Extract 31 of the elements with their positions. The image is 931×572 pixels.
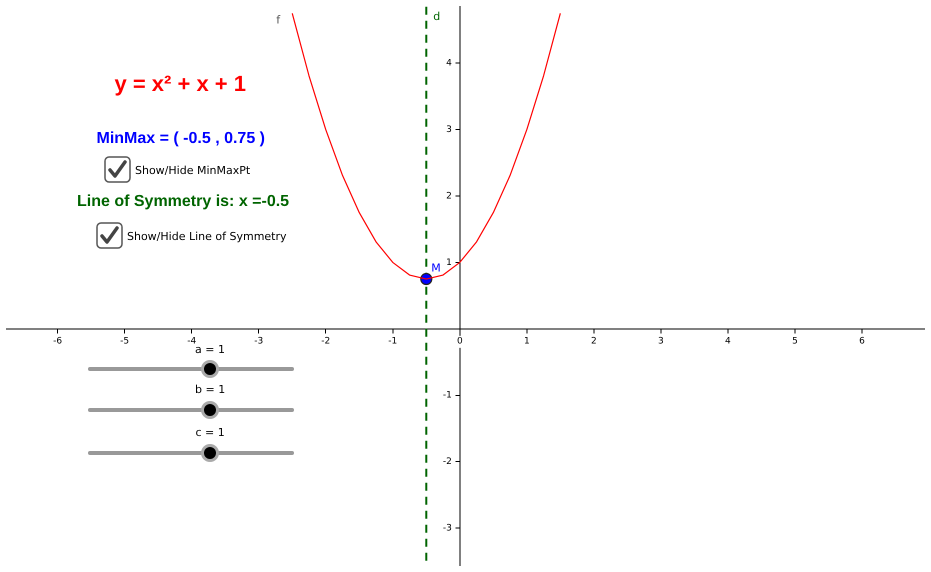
y-tick-label: 4 xyxy=(446,58,452,68)
x-tick-label: -5 xyxy=(120,336,130,347)
x-tick-label: 0 xyxy=(456,336,463,347)
x-tick-label: 4 xyxy=(725,336,732,347)
annotation: Show/Hide Line of Symmetry xyxy=(127,230,287,242)
y-tick-label: 2 xyxy=(446,191,452,202)
y-tick-label: 3 xyxy=(446,124,452,135)
x-tick-label: -2 xyxy=(321,336,330,347)
x-tick-label: -6 xyxy=(53,336,62,347)
x-tick-label: 5 xyxy=(792,336,798,347)
x-tick-label: -1 xyxy=(388,336,398,347)
series-label: M xyxy=(431,261,441,274)
y-tick-label: 1 xyxy=(446,258,452,268)
annotation: b = 1 xyxy=(195,382,226,396)
x-tick-label: 3 xyxy=(658,336,664,347)
x-tick-label: -3 xyxy=(254,336,264,347)
annotation: y = x² + x + 1 xyxy=(114,71,246,97)
annotation: Show/Hide MinMaxPt xyxy=(135,164,250,176)
x-tick-label: 1 xyxy=(524,336,530,347)
ref-line-label: d xyxy=(433,10,440,24)
y-tick-label: -2 xyxy=(442,457,452,468)
x-tick-label: 2 xyxy=(590,336,597,347)
annotation: MinMax = ( -0.5 , 0.75 ) xyxy=(96,130,265,148)
annotation: c = 1 xyxy=(196,426,225,438)
x-tick-label: 6 xyxy=(859,336,866,347)
annotation: a = 1 xyxy=(195,342,225,356)
y-tick-label: -3 xyxy=(442,523,452,534)
series-label: f xyxy=(276,14,282,27)
x-tick-label: -4 xyxy=(187,336,196,347)
annotation: Line of Symmetry is: x =-0.5 xyxy=(77,193,290,211)
y-tick-label: -1 xyxy=(442,390,452,401)
